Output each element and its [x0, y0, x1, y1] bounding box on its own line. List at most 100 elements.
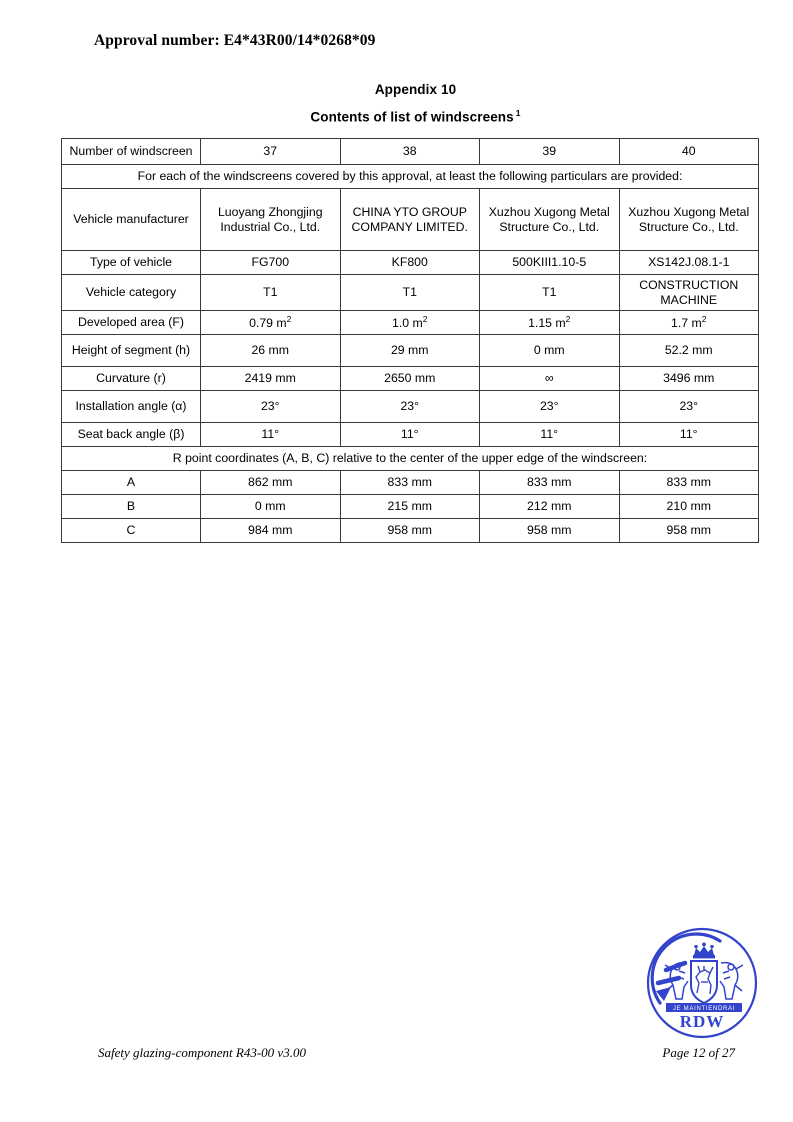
cell-curvature-1: 2419 mm [200, 366, 341, 391]
approval-number-line: Approval number: E4*43R00/14*0268*09 [94, 32, 376, 49]
stamp-swoosh-dash-2 [655, 975, 682, 986]
windscreen-number-4: 40 [618, 138, 759, 165]
row-label-type-of-vehicle: Type of vehicle [61, 250, 201, 275]
note-particulars-provided: For each of the windscreens covered by t… [61, 164, 759, 189]
row-label-b: B [61, 494, 201, 519]
cell-area-2-value: 1.0 m [392, 316, 423, 331]
contents-title-text: Contents of list of windscreens [310, 109, 514, 125]
footer-left-text: Safety glazing-component R43-00 v3.00 [98, 1045, 306, 1060]
windscreen-number-1: 37 [200, 138, 341, 165]
stamp-lion-left [664, 961, 689, 1000]
cell-c-3: 958 mm [479, 518, 620, 543]
cell-category-3: T1 [479, 274, 620, 311]
note-r-point-coordinates: R point coordinates (A, B, C) relative t… [61, 446, 759, 471]
cell-manufacturer-3: Xuzhou Xugong Metal Structure Co., Ltd. [479, 188, 620, 251]
cell-a-4: 833 mm [618, 470, 759, 495]
stamp-outer-circle [646, 927, 758, 1039]
row-label-developed-area: Developed area (F) [61, 310, 201, 335]
stamp-swoosh-arc [650, 932, 722, 1005]
cell-b-4: 210 mm [618, 494, 759, 519]
rdw-stamp-icon: JE MAINTIENDRAI RDW [646, 927, 758, 1039]
stamp-rdw-text: RDW [680, 1012, 725, 1031]
windscreen-number-3: 39 [479, 138, 620, 165]
superscript-two: 2 [701, 314, 707, 325]
stamp-motto-text: JE MAINTIENDRAI [673, 1006, 735, 1012]
cell-seat-angle-2: 11° [339, 422, 480, 447]
superscript-two: 2 [422, 314, 428, 325]
cell-c-1: 984 mm [200, 518, 341, 543]
cell-a-3: 833 mm [479, 470, 620, 495]
cell-curvature-2: 2650 mm [339, 366, 480, 391]
cell-c-2: 958 mm [339, 518, 480, 543]
cell-height-3: 0 mm [479, 334, 620, 367]
row-label-a: A [61, 470, 201, 495]
table-row-r-point-note: R point coordinates (A, B, C) relative t… [61, 446, 759, 471]
stamp-lion-right [719, 961, 744, 1000]
cell-seat-angle-4: 11° [618, 422, 759, 447]
row-label-installation-angle: Installation angle (α) [61, 390, 201, 423]
table-row: A 862 mm 833 mm 833 mm 833 mm [61, 470, 759, 495]
cell-category-2: T1 [339, 274, 480, 311]
table-row: Seat back angle (β) 11° 11° 11° 11° [61, 422, 759, 447]
cell-a-1: 862 mm [200, 470, 341, 495]
cell-seat-angle-3: 11° [479, 422, 620, 447]
appendix-title: Appendix 10 [374, 82, 457, 97]
windscreen-table-wrapper: Number of windscreen 37 38 39 40 For eac… [61, 138, 759, 543]
cell-b-2: 215 mm [339, 494, 480, 519]
row-label-number-of-windscreen: Number of windscreen [61, 138, 201, 165]
cell-height-4: 52.2 mm [618, 334, 759, 367]
table-row: Vehicle category T1 T1 T1 CONSTRUCTION M… [61, 274, 759, 311]
windscreen-number-2: 38 [339, 138, 480, 165]
cell-install-angle-4: 23° [618, 390, 759, 423]
cell-type-4: XS142J.08.1-1 [618, 250, 759, 275]
cell-curvature-3: ∞ [479, 366, 620, 391]
cell-manufacturer-1: Luoyang Zhongjing Industrial Co., Ltd. [200, 188, 341, 251]
stamp-crown [693, 942, 715, 959]
cell-area-2: 1.0 m2 [339, 310, 480, 335]
row-label-vehicle-manufacturer: Vehicle manufacturer [61, 188, 201, 251]
cell-area-3: 1.15 m2 [479, 310, 620, 335]
table-row: Vehicle manufacturer Luoyang Zhongjing I… [61, 188, 759, 251]
cell-area-3-value: 1.15 m [528, 316, 566, 331]
row-label-seat-back-angle: Seat back angle (β) [61, 422, 201, 447]
table-row-note: For each of the windscreens covered by t… [61, 164, 759, 189]
contents-footnote-marker: 1 [515, 108, 521, 118]
cell-category-4: CONSTRUCTION MACHINE [618, 274, 759, 311]
superscript-two: 2 [286, 314, 292, 325]
cell-a-2: 833 mm [339, 470, 480, 495]
cell-manufacturer-2: CHINA YTO GROUP COMPANY LIMITED. [339, 188, 480, 251]
cell-area-4: 1.7 m2 [618, 310, 759, 335]
row-label-c: C [61, 518, 201, 543]
cell-b-3: 212 mm [479, 494, 620, 519]
table-row-header: Number of windscreen 37 38 39 40 [61, 138, 759, 165]
cell-b-1: 0 mm [200, 494, 341, 519]
table-row: Height of segment (h) 26 mm 29 mm 0 mm 5… [61, 334, 759, 367]
cell-area-4-value: 1.7 m [671, 316, 702, 331]
table-row: Installation angle (α) 23° 23° 23° 23° [61, 390, 759, 423]
table-row: Type of vehicle FG700 KF800 500KIII1.10-… [61, 250, 759, 275]
cell-area-1: 0.79 m2 [200, 310, 341, 335]
contents-title: Contents of list of windscreens 1 [0, 108, 793, 125]
cell-c-4: 958 mm [618, 518, 759, 543]
cell-type-2: KF800 [339, 250, 480, 275]
cell-category-1: T1 [200, 274, 341, 311]
row-label-height-of-segment: Height of segment (h) [61, 334, 201, 367]
cell-seat-angle-1: 11° [200, 422, 341, 447]
table-row: Developed area (F) 0.79 m2 1.0 m2 1.15 m… [61, 310, 759, 335]
stamp-shield [690, 960, 718, 1005]
cell-install-angle-2: 23° [339, 390, 480, 423]
rdw-stamp: JE MAINTIENDRAI RDW [638, 925, 760, 1040]
windscreen-table: Number of windscreen 37 38 39 40 For eac… [61, 138, 759, 543]
row-label-curvature: Curvature (r) [61, 366, 201, 391]
cell-area-1-value: 0.79 m [249, 316, 287, 331]
table-row: B 0 mm 215 mm 212 mm 210 mm [61, 494, 759, 519]
cell-height-2: 29 mm [339, 334, 480, 367]
cell-height-1: 26 mm [200, 334, 341, 367]
cell-type-1: FG700 [200, 250, 341, 275]
cell-manufacturer-4: Xuzhou Xugong Metal Structure Co., Ltd. [618, 188, 759, 251]
table-row: C 984 mm 958 mm 958 mm 958 mm [61, 518, 759, 543]
cell-type-3: 500KIII1.10-5 [479, 250, 620, 275]
stamp-motto-banner: JE MAINTIENDRAI [666, 1003, 742, 1012]
cell-install-angle-1: 23° [200, 390, 341, 423]
